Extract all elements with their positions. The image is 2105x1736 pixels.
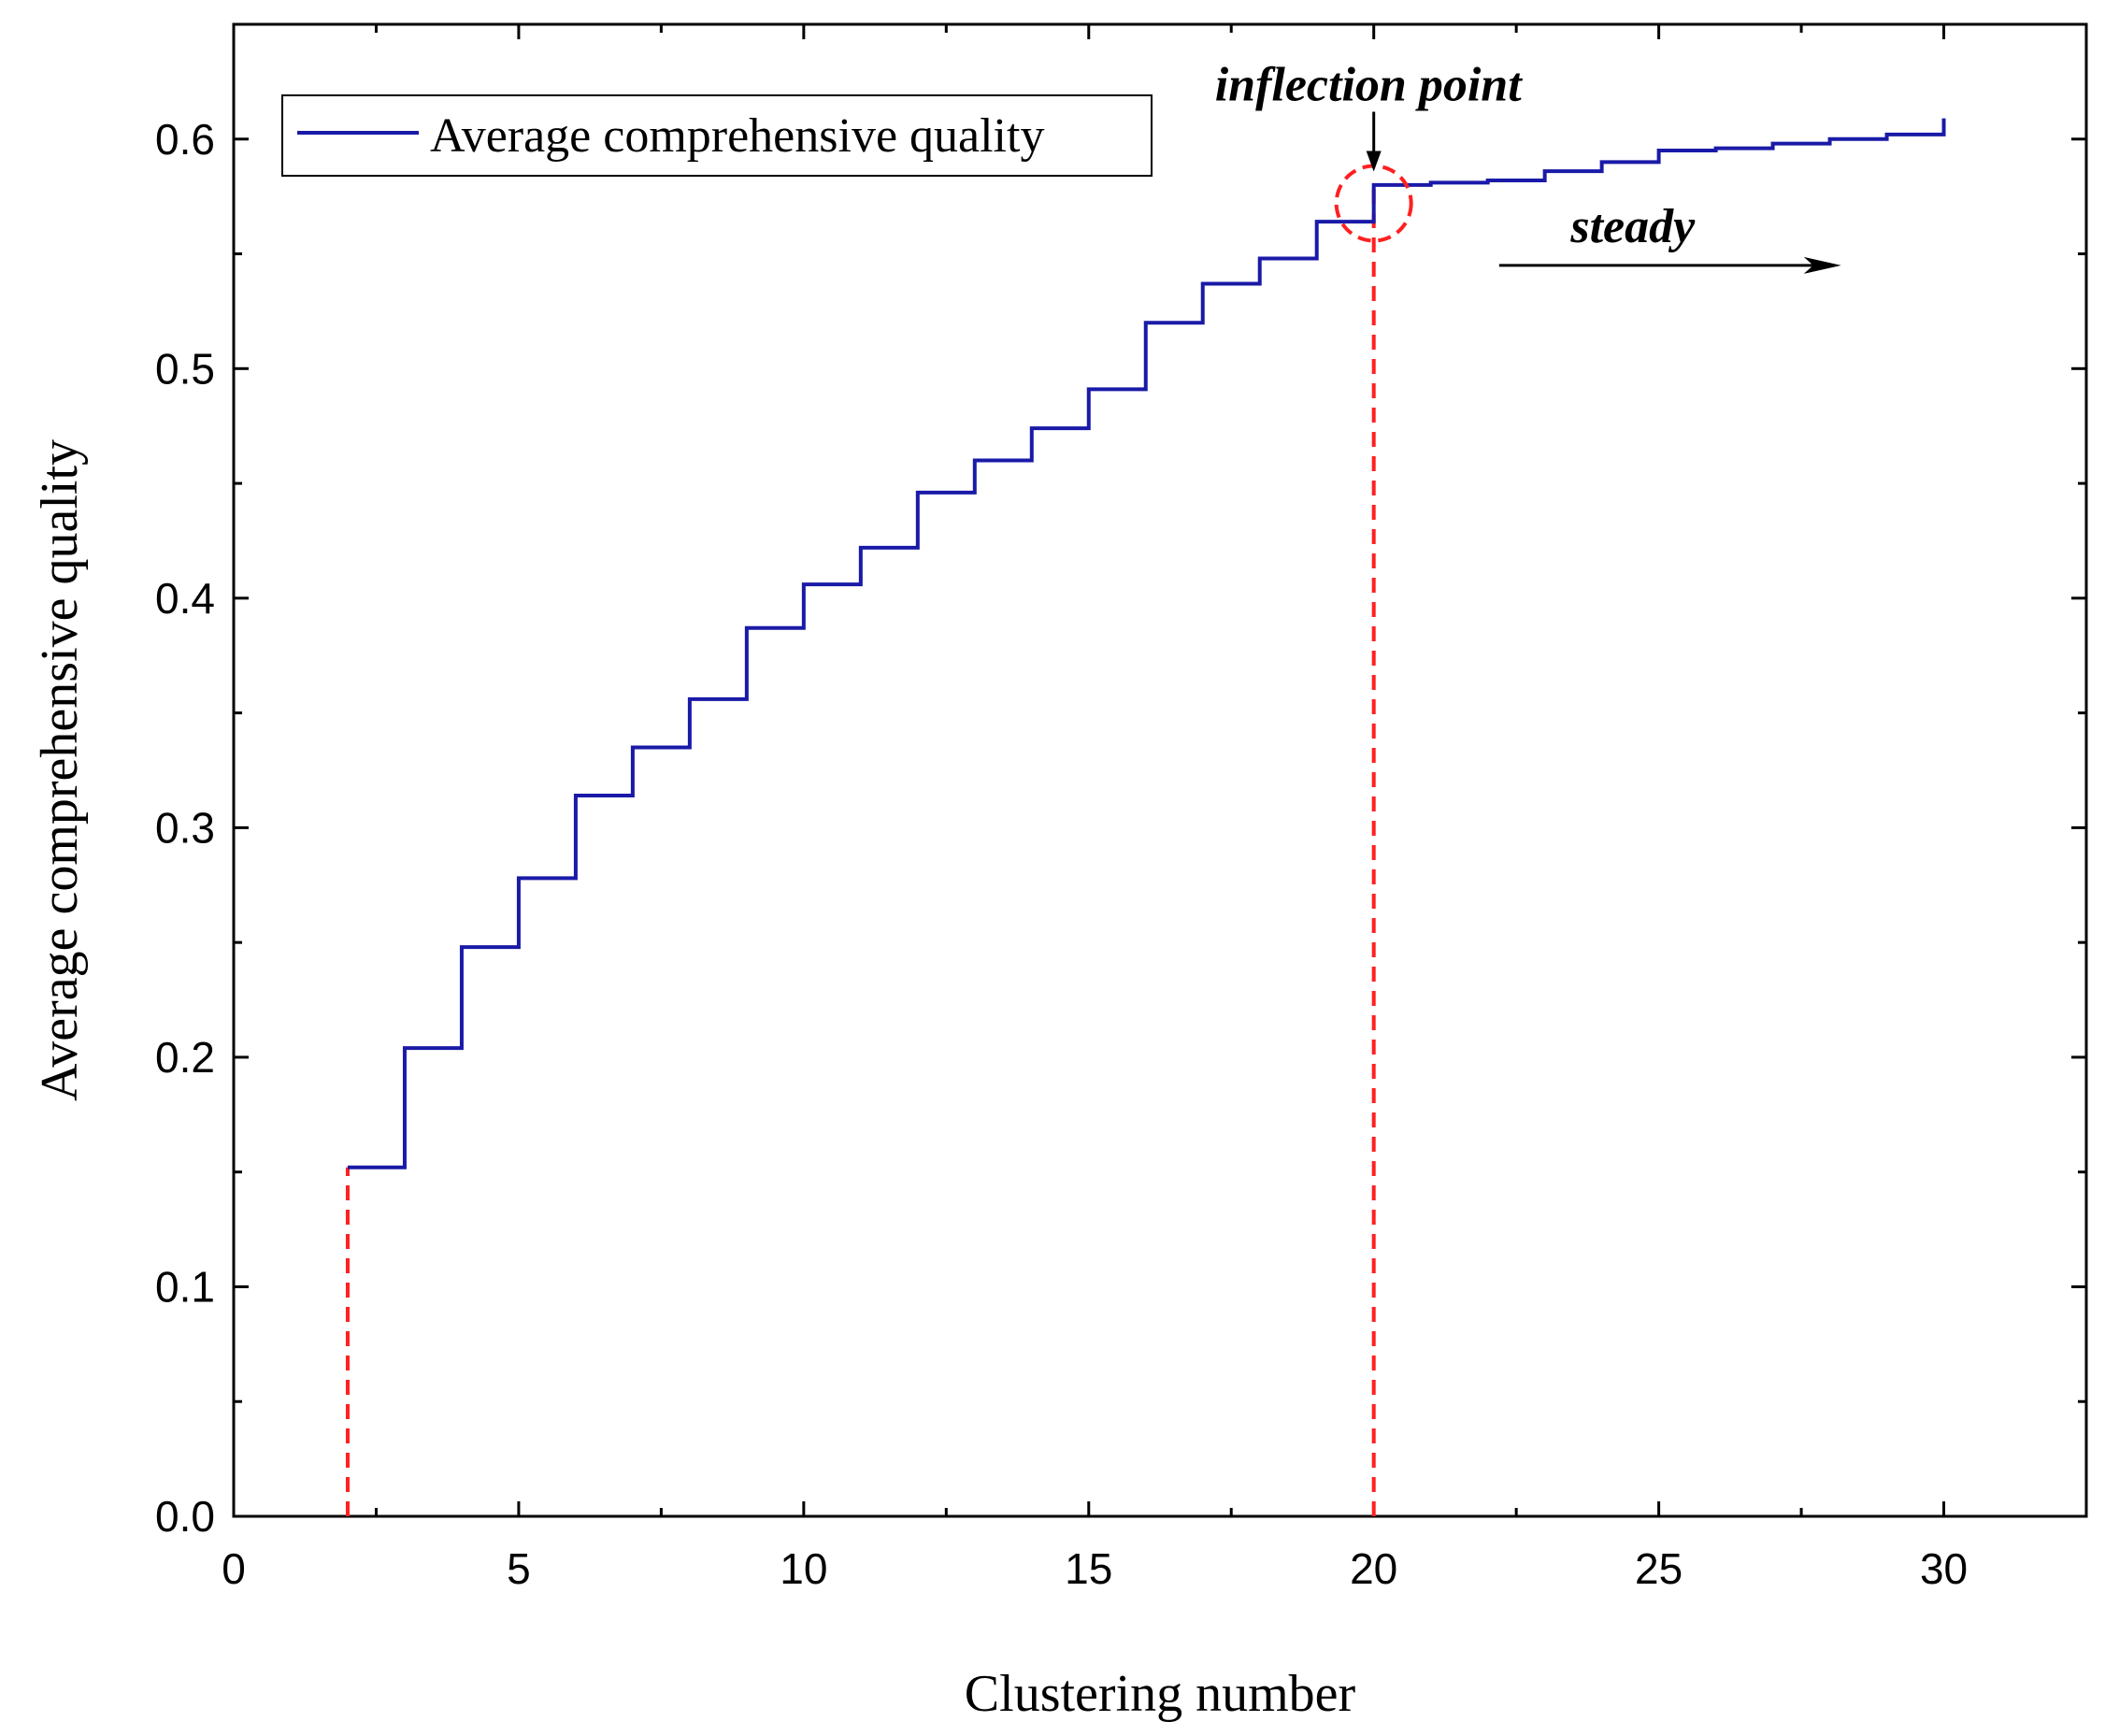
x-tick-label: 25 bbox=[1635, 1544, 1683, 1593]
y-axis-title: Average comprehensive quality bbox=[31, 439, 89, 1101]
reference-lines bbox=[345, 184, 1376, 1516]
y-tick-label: 0.1 bbox=[155, 1262, 215, 1311]
legend-label: Average comprehensive quality bbox=[430, 109, 1044, 163]
x-tick-label: 0 bbox=[222, 1544, 246, 1593]
inflection-arrow-head-icon bbox=[1366, 151, 1382, 172]
x-axis-title: Clustering number bbox=[965, 1665, 1356, 1723]
y-tick-label: 0.4 bbox=[155, 574, 215, 623]
y-tick-label: 0.6 bbox=[155, 115, 215, 164]
y-tick-label: 0.0 bbox=[155, 1492, 215, 1541]
x-tick-label: 10 bbox=[780, 1544, 827, 1593]
plot-frame bbox=[232, 22, 2088, 1518]
annotation-inflection-point: inflection point bbox=[1215, 59, 1523, 112]
annotation-steady: steady bbox=[1569, 200, 1696, 253]
series-line bbox=[347, 118, 1946, 1169]
x-tick-label: 30 bbox=[1920, 1544, 1968, 1593]
y-tick-label: 0.5 bbox=[155, 344, 215, 393]
x-tick-label: 5 bbox=[507, 1544, 531, 1593]
legend-box bbox=[281, 94, 1153, 177]
x-tick-label: 20 bbox=[1350, 1544, 1397, 1593]
steady-arrow-head-icon bbox=[1803, 256, 1841, 274]
x-tick-label: 15 bbox=[1065, 1544, 1112, 1593]
axis-ticks: 0 5 10 15 20 25 30 0.0 0.1 0.2 0.3 0.4 0.5 0.6 bbox=[155, 22, 2086, 1593]
legend: Average comprehensive quality bbox=[281, 94, 1153, 177]
y-tick-label: 0.2 bbox=[155, 1033, 215, 1082]
y-tick-label: 0.3 bbox=[155, 803, 215, 852]
